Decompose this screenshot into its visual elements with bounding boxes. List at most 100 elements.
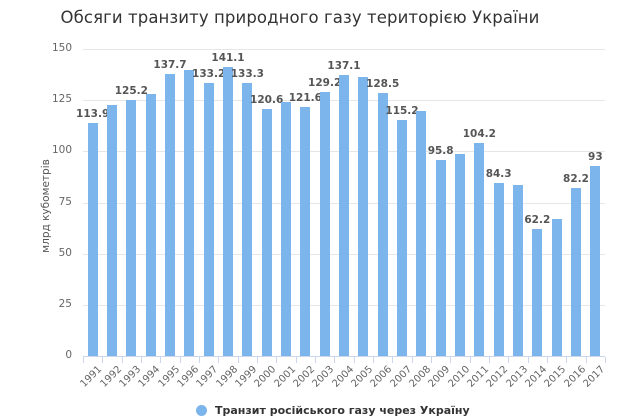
bar-2012[interactable]: [493, 183, 504, 356]
data-label: 137.1: [327, 60, 361, 73]
data-label: 62.2: [524, 213, 551, 226]
x-tick-label: 1992: [98, 364, 124, 390]
data-label: 128.5: [366, 78, 400, 90]
legend-item[interactable]: Транзит російського газу через Україну: [196, 404, 470, 417]
x-tick-mark: [450, 357, 452, 363]
x-tick-mark: [392, 357, 394, 363]
data-label: 121.6: [288, 92, 322, 105]
x-tick-label: 2003: [310, 364, 337, 390]
bar-2002[interactable]: [300, 107, 311, 356]
data-label: 82.2: [563, 172, 589, 185]
legend-label: Транзит російського газу через Україну: [215, 404, 470, 417]
x-tick-label: 1995: [156, 364, 182, 390]
legend-marker-icon: [196, 405, 207, 416]
x-tick-mark: [566, 357, 568, 363]
x-tick-mark: [411, 357, 413, 363]
x-tick-mark: [334, 357, 336, 363]
data-label: 133.2: [192, 68, 226, 81]
x-tick-mark: [218, 357, 220, 363]
bar-2004[interactable]: [339, 75, 349, 356]
bar-2011[interactable]: [474, 142, 485, 356]
x-tick-mark: [141, 357, 142, 363]
x-tick-label: 2013: [504, 364, 530, 390]
x-tick-mark: [179, 357, 181, 363]
x-tick-mark: [102, 357, 104, 363]
x-tick-label: 2010: [446, 364, 472, 390]
bar-1999[interactable]: [242, 83, 253, 356]
bar-2017[interactable]: [590, 165, 601, 356]
y-tick-label: 25: [58, 297, 72, 310]
y-tick-label: 50: [58, 246, 72, 259]
bar-2005[interactable]: [358, 76, 369, 356]
x-tick-mark: [199, 357, 200, 363]
x-tick-mark: [295, 357, 297, 363]
bar-2003[interactable]: [319, 91, 330, 356]
bar-2000[interactable]: [261, 109, 272, 356]
bar-2009[interactable]: [435, 159, 446, 356]
x-tick-label: 2004: [330, 364, 356, 390]
x-tick-mark: [469, 357, 471, 363]
bar-1997[interactable]: [203, 83, 214, 356]
x-tick-label: 2007: [388, 364, 414, 390]
x-tick-label: 2000: [252, 364, 279, 390]
bar-2014[interactable]: [532, 228, 543, 356]
data-label: 84.3: [485, 168, 512, 181]
x-tick-mark: [353, 357, 355, 363]
x-tick-mark: [237, 357, 239, 363]
bar-2015[interactable]: [551, 218, 562, 356]
x-tick-label: 2016: [562, 364, 588, 390]
data-label: 133.3: [230, 68, 264, 81]
bar-2016[interactable]: [571, 187, 581, 356]
x-tick-mark: [547, 357, 548, 363]
bar-1996[interactable]: [184, 70, 195, 356]
gridline: [83, 49, 605, 50]
bar-1993[interactable]: [126, 99, 137, 356]
x-tick-mark: [160, 357, 162, 363]
x-tick-label: 1994: [136, 364, 163, 390]
data-label: 125.2: [114, 84, 148, 97]
bar-2006[interactable]: [377, 93, 388, 356]
x-tick-label: 2015: [542, 364, 569, 390]
y-tick-label: 75: [58, 195, 72, 208]
bar-1995[interactable]: [165, 74, 175, 356]
bar-1992[interactable]: [107, 104, 117, 356]
x-tick-label: 2012: [484, 364, 511, 390]
x-tick-mark: [257, 357, 258, 363]
bar-1991[interactable]: [87, 122, 98, 356]
y-tick-label: 100: [51, 144, 72, 157]
x-tick-mark: [315, 357, 316, 363]
data-label: 104.2: [462, 127, 496, 140]
x-tick-mark: [83, 357, 84, 363]
data-label: 137.7: [153, 59, 187, 72]
bar-2008[interactable]: [416, 111, 427, 356]
data-label: 115.2: [385, 105, 419, 118]
x-tick-label: 2006: [368, 364, 395, 390]
data-label: 95.8: [427, 144, 454, 157]
bar-2010[interactable]: [455, 154, 465, 356]
x-tick-mark: [489, 357, 490, 363]
bar-1998[interactable]: [223, 67, 233, 356]
x-tick-label: 1998: [214, 364, 240, 390]
bar-2001[interactable]: [281, 102, 291, 356]
x-tick-label: 1991: [78, 364, 105, 390]
bar-1994[interactable]: [145, 94, 156, 356]
x-tick-label: 2001: [272, 364, 298, 390]
x-tick-mark: [605, 357, 606, 363]
data-label: 141.1: [211, 52, 245, 65]
data-label: 113.9: [76, 107, 110, 120]
data-label: 129.2: [308, 76, 342, 89]
x-tick-mark: [373, 357, 374, 363]
x-tick-label: 2009: [426, 364, 453, 390]
bar-2007[interactable]: [397, 120, 407, 356]
x-axis-line: [83, 356, 605, 357]
x-tick-mark: [527, 357, 529, 363]
bar-2013[interactable]: [513, 184, 523, 356]
y-tick-label: 125: [51, 93, 72, 106]
x-tick-mark: [276, 357, 278, 363]
x-tick-mark: [508, 357, 510, 363]
chart-title: Обсяги транзиту природного газу територі…: [60, 8, 540, 27]
x-tick-mark: [431, 357, 432, 363]
data-label: 120.6: [250, 94, 284, 107]
y-tick-label: 0: [65, 349, 72, 361]
